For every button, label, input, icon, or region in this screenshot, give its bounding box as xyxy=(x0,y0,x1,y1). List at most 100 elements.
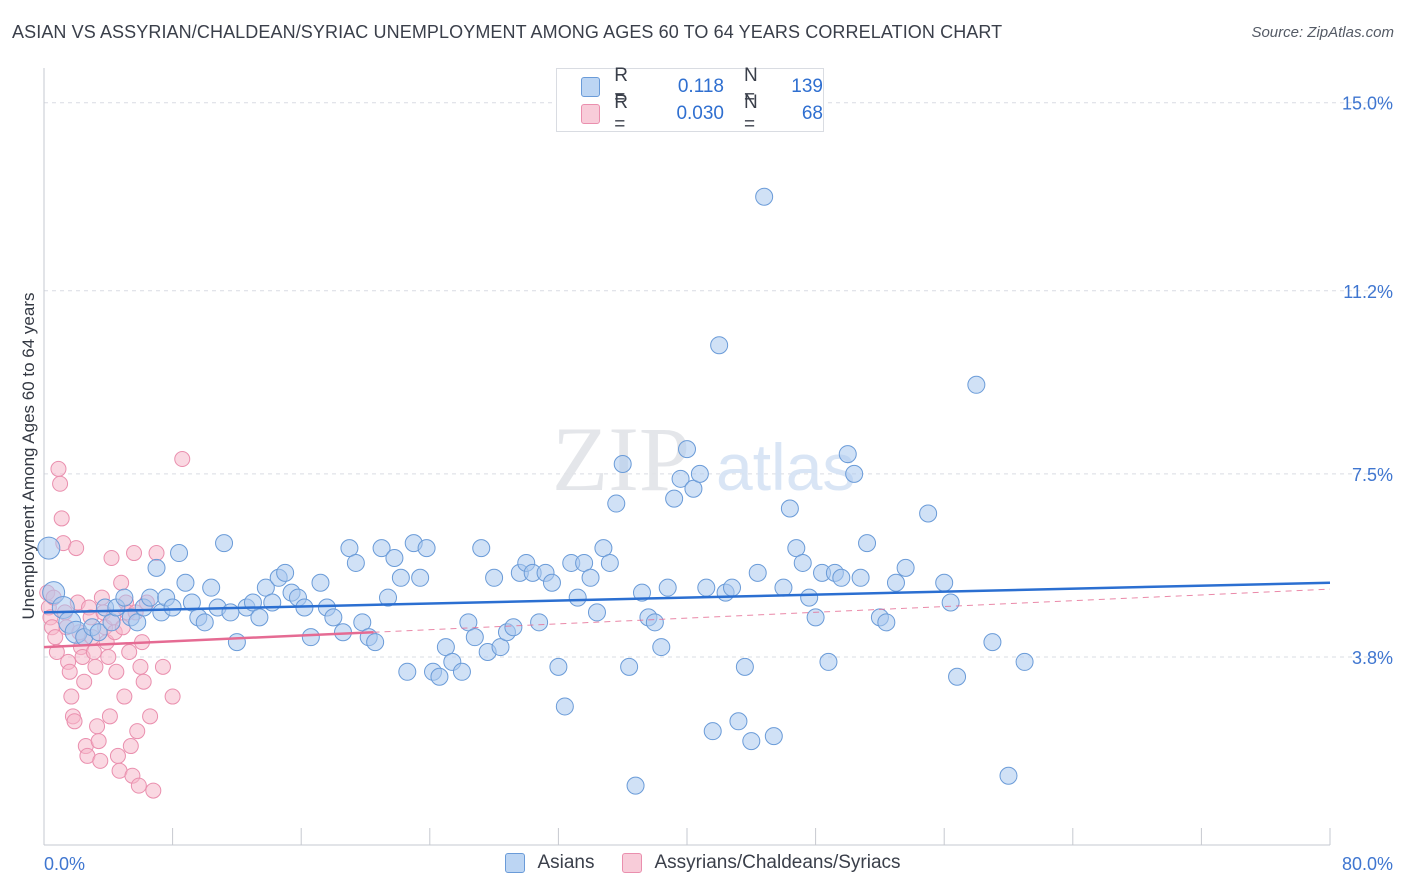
point-asians xyxy=(346,553,365,572)
point-asians xyxy=(542,573,561,592)
point-assyrians xyxy=(87,658,104,675)
point-asians xyxy=(787,539,806,558)
trend-line-assyrians xyxy=(43,630,374,649)
point-asians xyxy=(141,588,160,607)
point-assyrians xyxy=(108,663,125,680)
x-tick-label: 0.0% xyxy=(44,854,85,874)
point-asians xyxy=(678,440,696,459)
point-asians xyxy=(250,608,269,627)
y-tick-label: 7.5% xyxy=(1352,465,1393,485)
point-asians xyxy=(764,727,783,746)
point-asians xyxy=(465,628,484,647)
point-assyrians xyxy=(50,460,67,477)
point-asians xyxy=(256,578,275,597)
point-assyrians xyxy=(135,673,152,690)
point-asians xyxy=(491,638,510,657)
point-asians xyxy=(549,657,568,676)
point-asians xyxy=(645,613,664,632)
point-assyrians xyxy=(48,644,65,661)
trend-line-assyrians-extension xyxy=(373,588,1331,633)
point-asians xyxy=(581,568,600,587)
point-asians xyxy=(1015,652,1034,671)
point-asians xyxy=(780,499,799,518)
legend-item-asians[interactable]: Asians xyxy=(505,852,594,874)
point-asians xyxy=(472,539,491,558)
point-asians xyxy=(613,454,632,473)
point-asians xyxy=(452,662,471,681)
point-asians xyxy=(372,539,391,558)
legend-n-label: N = xyxy=(743,92,758,135)
chart-title: ASIAN VS ASSYRIAN/CHALDEAN/SYRIAC UNEMPL… xyxy=(12,22,1003,42)
point-asians xyxy=(832,568,851,587)
point-asians xyxy=(485,568,504,587)
point-asians xyxy=(684,479,703,498)
x-tick-label: 80.0% xyxy=(1342,854,1393,874)
y-tick-label: 15.0% xyxy=(1342,94,1393,114)
point-asians xyxy=(819,652,838,671)
point-assyrians xyxy=(116,688,133,705)
point-asians xyxy=(838,445,857,464)
point-asians xyxy=(430,667,449,686)
point-assyrians xyxy=(126,545,143,562)
legend-item-assyrians[interactable]: Assyrians/Chaldeans/Syriacs xyxy=(622,852,901,874)
point-assyrians xyxy=(100,648,117,665)
y-tick-label: 3.8% xyxy=(1352,648,1393,668)
point-asians xyxy=(366,633,385,652)
point-assyrians xyxy=(142,708,159,725)
point-asians xyxy=(221,603,240,622)
point-assyrians xyxy=(63,688,80,705)
point-asians xyxy=(896,558,915,577)
series-legend: Asians Assyrians/Chaldeans/Syriacs xyxy=(0,852,1406,874)
point-asians xyxy=(340,539,359,558)
point-assyrians xyxy=(89,718,106,735)
point-asians xyxy=(391,568,410,587)
point-asians xyxy=(919,504,938,523)
point-asians xyxy=(594,539,613,558)
point-asians xyxy=(276,563,295,582)
point-asians xyxy=(311,573,330,592)
point-assyrians xyxy=(52,475,69,492)
point-asians xyxy=(652,638,671,657)
legend-swatch-asians xyxy=(505,853,526,873)
point-asians xyxy=(555,697,574,716)
point-asians xyxy=(147,558,166,577)
legend-n-value: 68 xyxy=(801,103,823,124)
point-assyrians xyxy=(130,777,147,794)
point-asians xyxy=(115,588,134,607)
point-assyrians xyxy=(90,733,107,750)
point-asians xyxy=(710,336,729,355)
point-asians xyxy=(620,657,639,676)
point-asians xyxy=(170,544,189,563)
point-asians xyxy=(697,578,716,597)
legend-label-asians: Asians xyxy=(537,852,595,873)
point-asians xyxy=(735,657,754,676)
point-assyrians xyxy=(109,747,126,764)
point-assyrians xyxy=(61,663,78,680)
point-asians xyxy=(436,638,455,657)
point-asians xyxy=(607,494,626,513)
point-asians xyxy=(385,548,404,567)
watermark: ZIP atlas xyxy=(552,408,855,510)
point-asians xyxy=(748,563,767,582)
point-asians xyxy=(195,613,214,632)
point-asians xyxy=(600,553,619,572)
point-asians xyxy=(845,464,864,483)
point-assyrians xyxy=(103,549,120,566)
point-asians xyxy=(851,568,870,587)
point-asians xyxy=(858,534,877,553)
point-assyrians xyxy=(121,644,138,661)
point-asians xyxy=(742,732,761,751)
point-asians xyxy=(182,593,201,612)
point-asians xyxy=(967,375,986,394)
legend-r-label: R = xyxy=(614,92,628,135)
legend-swatch-asians xyxy=(581,77,601,97)
point-assyrians xyxy=(76,673,93,690)
point-asians xyxy=(626,776,645,795)
point-asians xyxy=(800,588,819,607)
point-asians xyxy=(723,578,742,597)
point-asians xyxy=(379,588,398,607)
legend-swatch-assyrians xyxy=(622,853,643,873)
point-asians xyxy=(983,633,1002,652)
point-asians xyxy=(37,536,61,560)
